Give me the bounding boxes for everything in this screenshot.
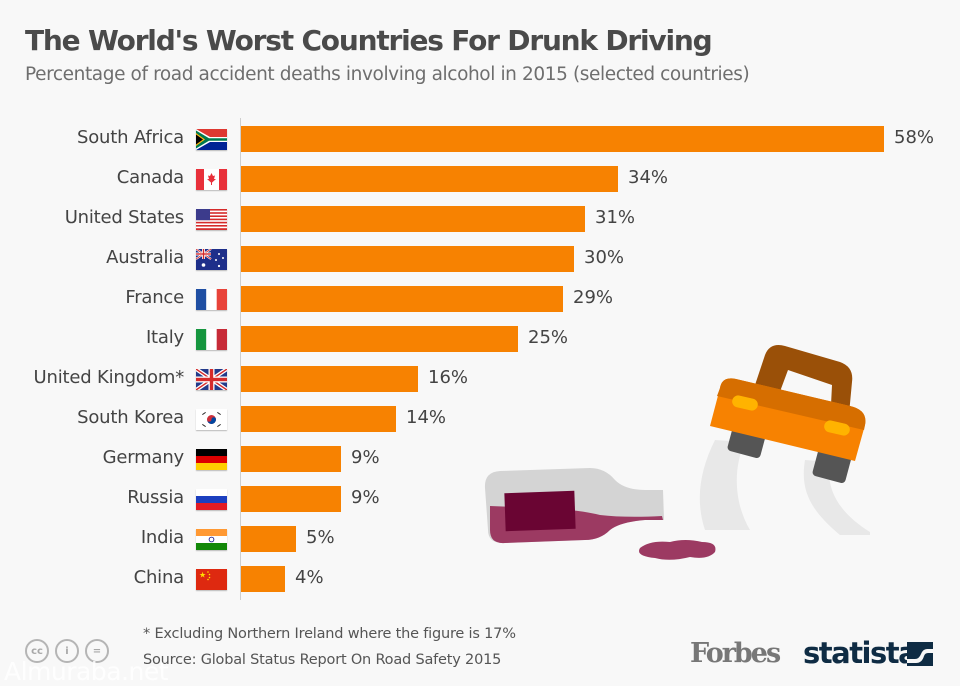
united-states-flag-icon	[196, 209, 227, 230]
bar	[241, 566, 285, 592]
y-axis-line	[240, 118, 241, 600]
value-label: 9%	[351, 487, 380, 508]
wine-bottle-icon	[484, 468, 716, 560]
value-label: 31%	[595, 207, 636, 228]
bar-row: Australia 30%	[0, 246, 960, 272]
watermark: Almuraba.net	[4, 657, 169, 686]
bar-row: France 29%	[0, 286, 960, 312]
bar	[241, 526, 296, 552]
canada-flag-icon	[196, 169, 227, 190]
bar-row: Germany 9%	[0, 446, 960, 472]
bar	[241, 406, 396, 432]
forbes-logo[interactable]: Forbes	[690, 638, 781, 669]
bar	[241, 286, 563, 312]
category-label: South Africa	[77, 127, 184, 148]
car-bottle-illustration	[484, 345, 870, 560]
category-label: United Kingdom*	[33, 367, 185, 388]
license-icons: cc i =	[25, 639, 109, 663]
category-label: France	[125, 287, 184, 308]
bar-row: Canada 34%	[0, 166, 960, 192]
bar	[241, 246, 574, 272]
chart-subtitle: Percentage of road accident deaths invol…	[25, 64, 750, 85]
bar	[241, 126, 884, 152]
bar	[241, 446, 341, 472]
footnote: * Excluding Northern Ireland where the f…	[143, 626, 516, 642]
value-label: 30%	[584, 247, 625, 268]
bar-row: United States 31%	[0, 206, 960, 232]
category-label: United States	[64, 207, 184, 228]
statista-mark-icon	[907, 642, 933, 666]
bar-row: India 5%	[0, 526, 960, 552]
bar	[241, 326, 518, 352]
value-label: 9%	[351, 447, 380, 468]
chart-title: The World's Worst Countries For Drunk Dr…	[25, 24, 713, 57]
attribution-icon[interactable]: i	[55, 639, 79, 663]
category-label: South Korea	[77, 407, 184, 428]
australia-flag-icon	[196, 249, 227, 270]
category-label: Australia	[106, 247, 184, 268]
category-label: India	[140, 527, 184, 548]
france-flag-icon	[196, 289, 227, 310]
category-label: Italy	[145, 327, 184, 348]
value-label: 16%	[428, 367, 469, 388]
bar	[241, 206, 585, 232]
category-label: Russia	[127, 487, 184, 508]
value-label: 4%	[295, 567, 324, 588]
south-africa-flag-icon	[196, 129, 227, 150]
china-flag-icon: ★	[196, 569, 227, 590]
source-note: Source: Global Status Report On Road Saf…	[143, 652, 502, 668]
bar-row: China ★ 4%	[0, 566, 960, 592]
bar-row: Russia 9%	[0, 486, 960, 512]
bar-row: United Kingdom* 16%	[0, 366, 960, 392]
no-derivatives-icon[interactable]: =	[85, 639, 109, 663]
value-label: 34%	[628, 167, 669, 188]
category-label: Canada	[116, 167, 184, 188]
india-flag-icon	[196, 529, 227, 550]
value-label: 14%	[406, 407, 447, 428]
bar	[241, 166, 618, 192]
united-kingdom-flag-icon	[196, 369, 227, 390]
value-label: 29%	[573, 287, 614, 308]
bar	[241, 486, 341, 512]
italy-flag-icon	[196, 329, 227, 350]
bar-row: Italy 25%	[0, 326, 960, 352]
creative-commons-icon[interactable]: cc	[25, 639, 49, 663]
bar-row: South Africa 58%	[0, 126, 960, 152]
category-label: Germany	[102, 447, 185, 468]
value-label: 58%	[894, 127, 935, 148]
bar-row: South Korea 14%	[0, 406, 960, 432]
bar	[241, 366, 418, 392]
svg-text:★: ★	[199, 571, 206, 580]
germany-flag-icon	[196, 449, 227, 470]
category-label: China	[133, 567, 185, 588]
value-label: 25%	[528, 327, 569, 348]
tire-track-icon	[699, 440, 870, 535]
car-icon	[710, 345, 866, 483]
south-korea-flag-icon	[196, 409, 227, 430]
statista-logo[interactable]: statista	[803, 636, 918, 670]
value-label: 5%	[306, 527, 335, 548]
russia-flag-icon	[196, 489, 227, 510]
